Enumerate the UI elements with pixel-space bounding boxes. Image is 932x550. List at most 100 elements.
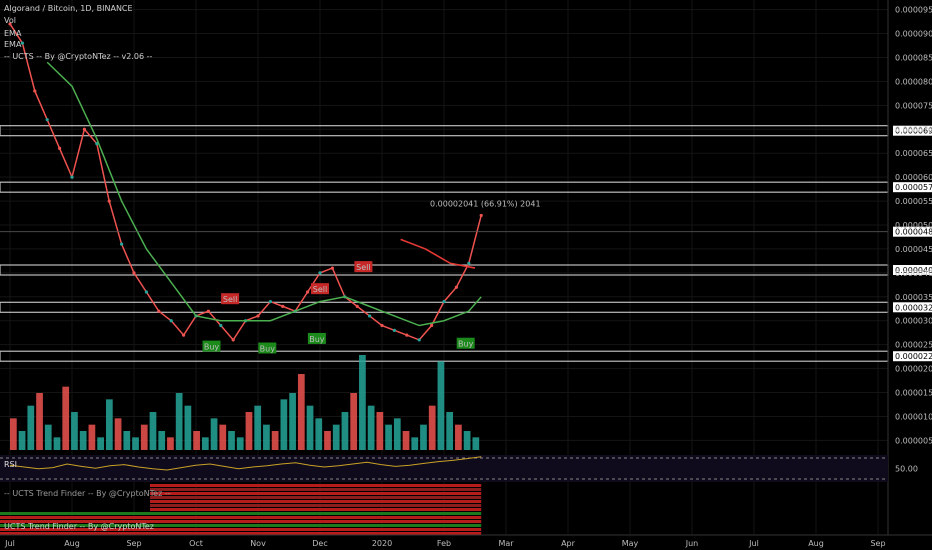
time-tick-label: Sep — [126, 539, 141, 548]
time-tick-label: Sep — [870, 539, 885, 548]
price-tick-label: 0.00003000 — [895, 317, 932, 326]
buy-signal-badge — [307, 332, 326, 344]
price-point — [120, 242, 124, 246]
volume-bar — [158, 431, 166, 450]
measure-label: 0.00002041 (66.91%) 2041 — [430, 200, 541, 209]
level-label: 0.00006970 — [895, 127, 932, 136]
chart-title: Algorand / Bitcoin, 1D, BINANCE — [4, 4, 133, 13]
trend-stripe — [0, 532, 482, 535]
volume-bar — [10, 418, 17, 450]
price-tick-label: 0.00003500 — [895, 293, 932, 302]
price-tick-label: 0.00006000 — [895, 173, 932, 182]
volume-bar — [210, 418, 218, 450]
volume-bar — [446, 412, 454, 450]
volume-bar — [88, 424, 96, 450]
volume-bar — [97, 437, 104, 450]
volume-bar — [53, 437, 61, 450]
volume-bar — [411, 437, 419, 450]
price-point — [306, 290, 310, 294]
volume-bar — [193, 431, 200, 450]
price-point — [231, 338, 235, 342]
price-point — [442, 299, 446, 304]
price-point — [82, 127, 86, 131]
trend-finder-panel-1 — [150, 484, 482, 511]
level-label: 0.00002259 — [895, 352, 932, 361]
volume-bar — [402, 431, 410, 450]
volume-bar — [184, 405, 192, 450]
sell-signal-label: Sell — [313, 285, 327, 294]
price-tick-label: 0.00007000 — [895, 125, 932, 134]
volume-bar — [219, 424, 227, 450]
trend-stripe — [150, 496, 482, 499]
price-tick-label: 0.00008500 — [895, 53, 932, 62]
price-tick-label: 0.00001500 — [895, 389, 932, 398]
volume-bar — [123, 431, 131, 450]
price-tick-label: 0.00005500 — [895, 197, 932, 206]
volume-bar — [140, 424, 148, 450]
rsi-line — [9, 456, 482, 471]
trend-stripe — [150, 488, 482, 491]
volume-bar — [114, 418, 122, 450]
level-label: 0.00003281 — [895, 303, 932, 312]
volume-bar — [71, 412, 78, 450]
trend-stripe — [150, 492, 482, 495]
volume-bar — [280, 399, 288, 450]
price-point — [454, 285, 458, 289]
volume-bar — [149, 412, 157, 450]
volume-bar — [18, 431, 26, 450]
level-tag — [893, 182, 932, 193]
volume-bar — [228, 431, 235, 450]
price-point — [70, 175, 74, 179]
volume-bar — [105, 399, 113, 450]
rsi-label: RSI — [4, 460, 17, 469]
time-tick-label: 2020 — [372, 539, 392, 548]
volume-bar — [332, 424, 340, 450]
price-tick-label: 0.00001000 — [895, 412, 932, 421]
price-point — [355, 304, 359, 308]
current-price-tag — [893, 226, 932, 237]
level-tag — [893, 265, 932, 275]
price-point — [20, 41, 24, 45]
volume-bar — [306, 405, 314, 450]
volume-bar — [376, 412, 384, 450]
trend-stripe — [150, 484, 482, 487]
price-point — [33, 89, 37, 93]
current-price-label: 0.00004860 — [895, 228, 932, 237]
trend-stripe — [0, 512, 482, 515]
trend-finder-panel-2 — [0, 512, 482, 535]
time-tick-label: Aug — [808, 539, 824, 548]
time-tick-label: Oct — [189, 539, 203, 548]
price-tick-label: 0.00006500 — [895, 149, 932, 158]
price-tick-label: 0.00004500 — [895, 245, 932, 254]
volume-bar — [132, 437, 139, 450]
price-tick-label: 0.00004000 — [895, 269, 932, 278]
price-point — [330, 266, 334, 270]
volume-bar — [36, 393, 43, 450]
price-point — [405, 333, 409, 337]
price-tick-label: 0.00005000 — [895, 221, 932, 230]
price-point — [157, 309, 161, 313]
level-tag — [893, 351, 932, 362]
buy-signal-badge — [258, 342, 277, 354]
time-tick-label: Dec — [312, 539, 327, 548]
volume-bar — [263, 424, 270, 450]
price-point — [132, 271, 136, 275]
volume-bar — [27, 405, 35, 450]
price-point — [281, 304, 285, 308]
price-point — [107, 199, 111, 203]
volume-bar — [341, 412, 349, 450]
volume-bar — [245, 412, 253, 450]
grid-lines — [0, 0, 888, 535]
price-tick-label: 0.00008000 — [895, 77, 932, 86]
trend-stripe — [150, 504, 482, 507]
trend-stripe — [0, 524, 482, 527]
buy-signal-label: Buy — [204, 343, 220, 352]
volume-bar — [350, 393, 358, 450]
time-tick-label: Aug — [64, 539, 80, 548]
volume-bar — [428, 405, 436, 450]
price-point — [430, 323, 434, 328]
price-point — [417, 338, 421, 342]
sell-signal-label: Sell — [223, 295, 237, 304]
level-label: 0.00005790 — [895, 183, 932, 192]
